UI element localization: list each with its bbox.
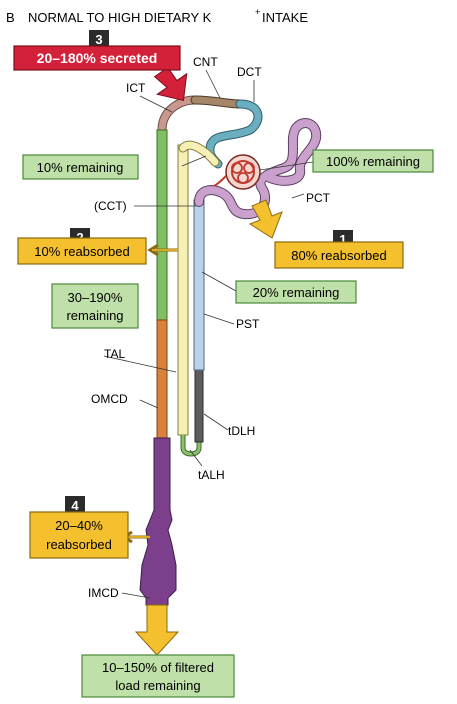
pct-reabsorption-arrow xyxy=(248,199,283,239)
excretion-arrow xyxy=(134,604,180,656)
remaining-20-text: 20% remaining xyxy=(253,285,340,300)
title-end: INTAKE xyxy=(262,10,308,25)
step-2-text: 10% reabsorbed xyxy=(34,244,129,259)
label-ict: ICT xyxy=(126,81,146,95)
label-cnt: CNT xyxy=(193,55,218,69)
omcd-segment xyxy=(156,319,168,439)
segment-labels: CNT DCT ICT PCT (CCT) PST TAL OMCD tDLH … xyxy=(88,55,331,600)
remaining-20-box: 20% remaining xyxy=(235,280,357,304)
panel-letter: B xyxy=(6,10,15,25)
remaining-10-box: 10% remaining xyxy=(22,154,139,180)
title-main: NORMAL TO HIGH DIETARY K xyxy=(28,10,212,25)
label-tdlh: tDLH xyxy=(228,424,255,438)
panel-title: B NORMAL TO HIGH DIETARY K + INTAKE xyxy=(6,7,308,25)
remaining-30-line1: 30–190% xyxy=(68,290,123,305)
remaining-100-box: 100% remaining xyxy=(312,149,434,173)
step-1-box: 1 80% reabsorbed xyxy=(274,230,404,269)
step-3-box: 3 20–180% secreted xyxy=(13,30,181,71)
ccd-segment xyxy=(156,129,168,321)
imcd-segment xyxy=(139,437,177,606)
remaining-30-line2: remaining xyxy=(66,308,123,323)
talh-segment xyxy=(181,435,201,456)
tal-segment xyxy=(177,144,189,436)
pct-segment xyxy=(195,119,321,219)
label-omcd: OMCD xyxy=(91,392,128,406)
label-pct: PCT xyxy=(306,191,331,205)
step-1-text: 80% reabsorbed xyxy=(291,248,386,263)
cnt-segment xyxy=(191,96,244,108)
label-dct: DCT xyxy=(237,65,262,79)
tal-top xyxy=(179,141,219,166)
remaining-30-box: 30–190% remaining xyxy=(51,283,139,329)
remaining-10-text: 10% remaining xyxy=(37,160,124,175)
step-4-text2: reabsorbed xyxy=(46,537,112,552)
label-cct: (CCT) xyxy=(94,199,127,213)
pst-segment xyxy=(193,199,205,371)
label-pst: PST xyxy=(236,317,260,331)
title-sup: + xyxy=(255,7,260,17)
label-talh: tALH xyxy=(198,468,225,482)
step-3-number: 3 xyxy=(95,32,102,47)
step-4-text: 20–40% xyxy=(55,518,103,533)
tdlh-segment xyxy=(194,369,204,443)
step-3-text: 20–180% secreted xyxy=(37,50,158,66)
remaining-100-text: 100% remaining xyxy=(326,154,420,169)
step-4-badge xyxy=(65,496,85,514)
label-imcd: IMCD xyxy=(88,586,119,600)
step-4-box: 4 20–40% reabsorbed xyxy=(29,496,129,559)
step-3-badge xyxy=(89,30,109,48)
final-remaining-box: 10–150% of filtered load remaining xyxy=(81,654,235,698)
label-tal: TAL xyxy=(104,347,125,361)
leader-lines xyxy=(103,69,314,599)
final-line1: 10–150% of filtered xyxy=(102,660,214,675)
step-2-box: 2 10% reabsorbed xyxy=(17,228,147,265)
glomerulus xyxy=(213,154,261,190)
final-line2: load remaining xyxy=(115,678,200,693)
step-4-number: 4 xyxy=(71,498,79,513)
step-1-number: 1 xyxy=(339,232,346,247)
